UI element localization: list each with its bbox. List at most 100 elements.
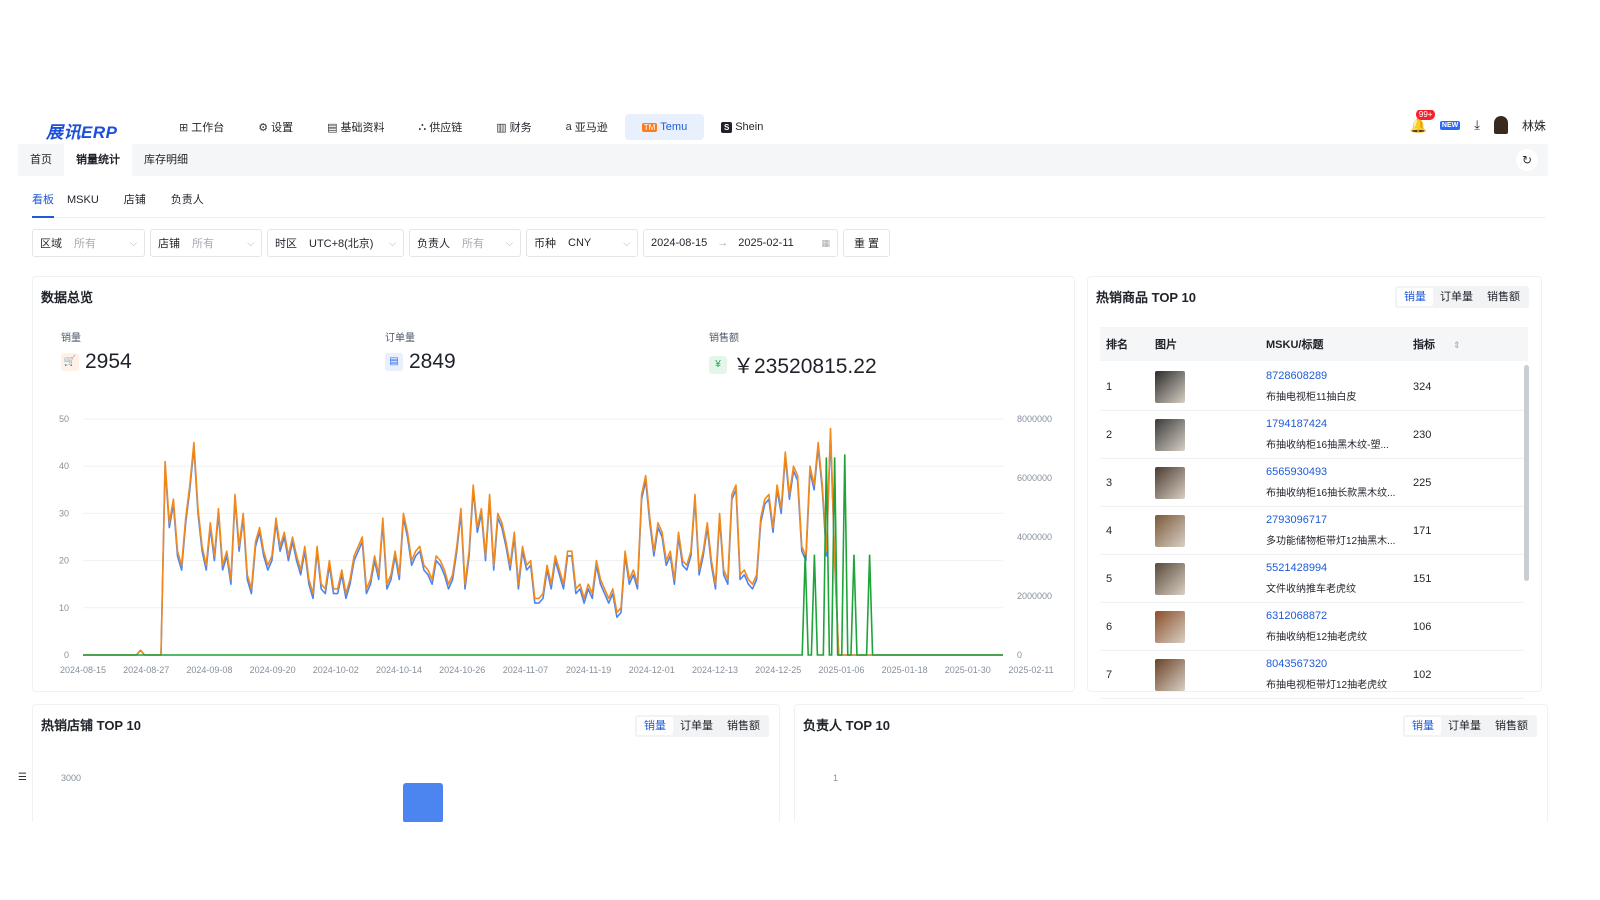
app-logo[interactable]: 展讯ERP — [46, 123, 118, 142]
y-tick-left: 40 — [59, 461, 69, 471]
page-tab[interactable]: 首页 — [30, 154, 52, 166]
nav-item-亚马逊[interactable]: a 亚马逊 — [549, 114, 625, 140]
x-tick: 2024-08-27 — [123, 665, 169, 675]
page-tab[interactable]: 销量统计 — [64, 144, 132, 176]
page-tab[interactable]: 库存明细 — [144, 154, 188, 166]
rank-cell: 6 — [1106, 620, 1113, 633]
col-metric[interactable]: 指标 ⇕ — [1411, 336, 1471, 352]
nav-item-设置[interactable]: ⚙ 设置 — [241, 114, 310, 140]
metric-option[interactable]: 销售额 — [1487, 291, 1520, 303]
product-thumbnail[interactable] — [1155, 418, 1185, 451]
filter-bar: 区域 所有 ⌵ 店铺 所有 ⌵ 时区 UTC+8(北京) ⌵ 负责人 所有 ⌵ … — [32, 229, 891, 257]
date-range-picker[interactable]: 2024-08-15 → 2025-02-11 ▦ — [643, 229, 838, 257]
msku-link[interactable]: 8043567320 — [1266, 658, 1328, 670]
chevron-down-icon: ⌵ — [506, 237, 513, 248]
view-tab[interactable]: 店铺 — [123, 194, 146, 206]
msku-link[interactable]: 8728608289 — [1266, 370, 1328, 382]
cart-icon: 🛒 — [61, 353, 79, 371]
owner-select[interactable]: 负责人 所有 ⌵ — [409, 229, 521, 257]
rank-cell: 7 — [1106, 668, 1113, 681]
y-tick-left: 0 — [64, 650, 69, 660]
new-feature-tag[interactable]: NEW — [1439, 120, 1461, 130]
date-end[interactable]: 2025-02-11 — [738, 237, 794, 249]
menu-fold-icon[interactable]: ☰ — [18, 772, 27, 783]
sort-icon[interactable]: ⇕ — [1453, 340, 1461, 350]
currency-select[interactable]: 币种 CNY ⌵ — [526, 229, 638, 257]
nav-item-财务[interactable]: ▥ 财务 — [479, 114, 548, 140]
nav-item-供应链[interactable]: ⛬ 供应链 — [402, 114, 480, 140]
table-row[interactable]: 1 8728608289 布抽电视柜11抽白皮 324 — [1100, 363, 1524, 411]
view-tab[interactable]: MSKU — [67, 194, 99, 206]
view-tab[interactable]: 负责人 — [170, 194, 204, 206]
msku-link[interactable]: 6565930493 — [1266, 466, 1328, 478]
msku-link[interactable]: 6312068872 — [1266, 610, 1328, 622]
product-thumbnail[interactable] — [1155, 610, 1185, 643]
msku-cell: 2793096717 多功能储物柜带灯12抽黑木... — [1266, 514, 1411, 547]
notification-bell-icon[interactable]: 🔔 99+ — [1410, 110, 1436, 134]
nav-item-label: 财务 — [509, 122, 532, 134]
table-row[interactable]: 3 6565930493 布抽收纳柜16抽长款黑木纹... 225 — [1100, 459, 1524, 507]
table-row[interactable]: 7 8043567320 布抽电视柜带灯12抽老虎纹 102 — [1100, 651, 1524, 699]
msku-link[interactable]: 2793096717 — [1266, 514, 1328, 526]
kpi-number: 2849 — [409, 350, 456, 373]
table-scrollbar[interactable] — [1524, 365, 1529, 581]
product-thumbnail[interactable] — [1155, 514, 1185, 547]
order-doc-icon: ▤ — [385, 353, 403, 371]
timezone-select[interactable]: 时区 UTC+8(北京) ⌵ — [267, 229, 404, 257]
metric-cell: 171 — [1413, 524, 1432, 537]
top-products-title: 热销商品 TOP 10 — [1096, 290, 1196, 305]
shop-select[interactable]: 店铺 所有 ⌵ — [150, 229, 262, 257]
y-tick-left: 20 — [59, 556, 69, 566]
reset-button[interactable]: 重 置 — [843, 229, 891, 257]
metric-option[interactable]: 销量 — [637, 717, 673, 735]
table-row[interactable]: 4 2793096717 多功能储物柜带灯12抽黑木... 171 — [1100, 507, 1524, 555]
product-title: 布抽收纳柜12抽老虎纹 — [1266, 632, 1368, 643]
product-thumbnail[interactable] — [1155, 370, 1185, 403]
main-menu: ⊞ 工作台 ⚙ 设置 ▤ 基础资料 ⛬ 供应链 ▥ 财务 a 亚马逊 TM Temu S Shein — [162, 114, 780, 142]
msku-cell: 8043567320 布抽电视柜带灯12抽老虎纹 — [1266, 658, 1411, 691]
nav-item-label: 工作台 — [191, 122, 225, 134]
product-thumbnail[interactable] — [1155, 658, 1185, 691]
region-value: 所有 — [74, 238, 96, 250]
metric-option[interactable]: 订单量 — [680, 720, 713, 732]
msku-cell: 6565930493 布抽收纳柜16抽长款黑木纹... — [1266, 466, 1411, 499]
metric-option[interactable]: 销售额 — [727, 720, 760, 732]
x-tick: 2024-10-26 — [439, 665, 485, 675]
refresh-icon[interactable]: ↻ — [1516, 149, 1538, 171]
kpi-label: 销售额 — [709, 333, 739, 344]
metric-option[interactable]: 销售额 — [1495, 720, 1528, 732]
product-thumbnail[interactable] — [1155, 466, 1185, 499]
product-title: 布抽电视柜11抽白皮 — [1266, 392, 1357, 403]
avatar[interactable] — [1493, 116, 1508, 134]
nav-item-工作台[interactable]: ⊞ 工作台 — [162, 114, 241, 140]
kpi-number: ￥23520815.22 — [733, 355, 877, 378]
metric-option[interactable]: 订单量 — [1448, 720, 1481, 732]
shop-value: 所有 — [192, 238, 214, 250]
table-row[interactable]: 6 6312068872 布抽收纳柜12抽老虎纹 106 — [1100, 603, 1524, 651]
chevron-down-icon: ⌵ — [389, 237, 396, 248]
msku-link[interactable]: 1794187424 — [1266, 418, 1328, 430]
product-title: 布抽收纳柜16抽黑木纹-塑... — [1266, 440, 1389, 451]
metric-option[interactable]: 销量 — [1397, 288, 1433, 306]
kpi-value-row: 🛒 2954 — [61, 350, 132, 374]
table-row[interactable]: 5 5521428994 文件收纳推车老虎纹 151 — [1100, 555, 1524, 603]
sales-trend-chart: 0 10 20 30 40 50 0 2000000 4000000 6000000 8000000… — [59, 414, 1054, 675]
nav-item-Shein[interactable]: S Shein — [704, 114, 780, 140]
date-start[interactable]: 2024-08-15 — [651, 237, 708, 249]
nav-item-Temu[interactable]: TM Temu — [624, 114, 705, 140]
table-row[interactable]: 2 1794187424 布抽收纳柜16抽黑木纹-塑... 230 — [1100, 411, 1524, 459]
app-root: 展讯ERP ⊞ 工作台 ⚙ 设置 ▤ 基础资料 ⛬ 供应链 ▥ 财务 a 亚马逊 TM Temu S Shei… — [18, 110, 1584, 822]
gear-icon: ⚙ — [258, 121, 269, 134]
metric-option[interactable]: 销量 — [1405, 717, 1441, 735]
view-tab[interactable]: 看板 — [32, 188, 54, 218]
msku-link[interactable]: 5521428994 — [1266, 562, 1328, 574]
image-cell — [1155, 370, 1266, 403]
region-select[interactable]: 区域 所有 ⌵ — [32, 229, 145, 257]
username[interactable]: 林姝 — [1521, 118, 1546, 133]
download-icon[interactable]: ⤓ — [1474, 117, 1480, 132]
metric-option[interactable]: 订单量 — [1440, 291, 1473, 303]
grid-icon: ⊞ — [179, 121, 189, 134]
nav-item-基础资料[interactable]: ▤ 基础资料 — [310, 114, 401, 140]
shop-bar[interactable] — [403, 783, 443, 822]
product-thumbnail[interactable] — [1155, 562, 1185, 595]
